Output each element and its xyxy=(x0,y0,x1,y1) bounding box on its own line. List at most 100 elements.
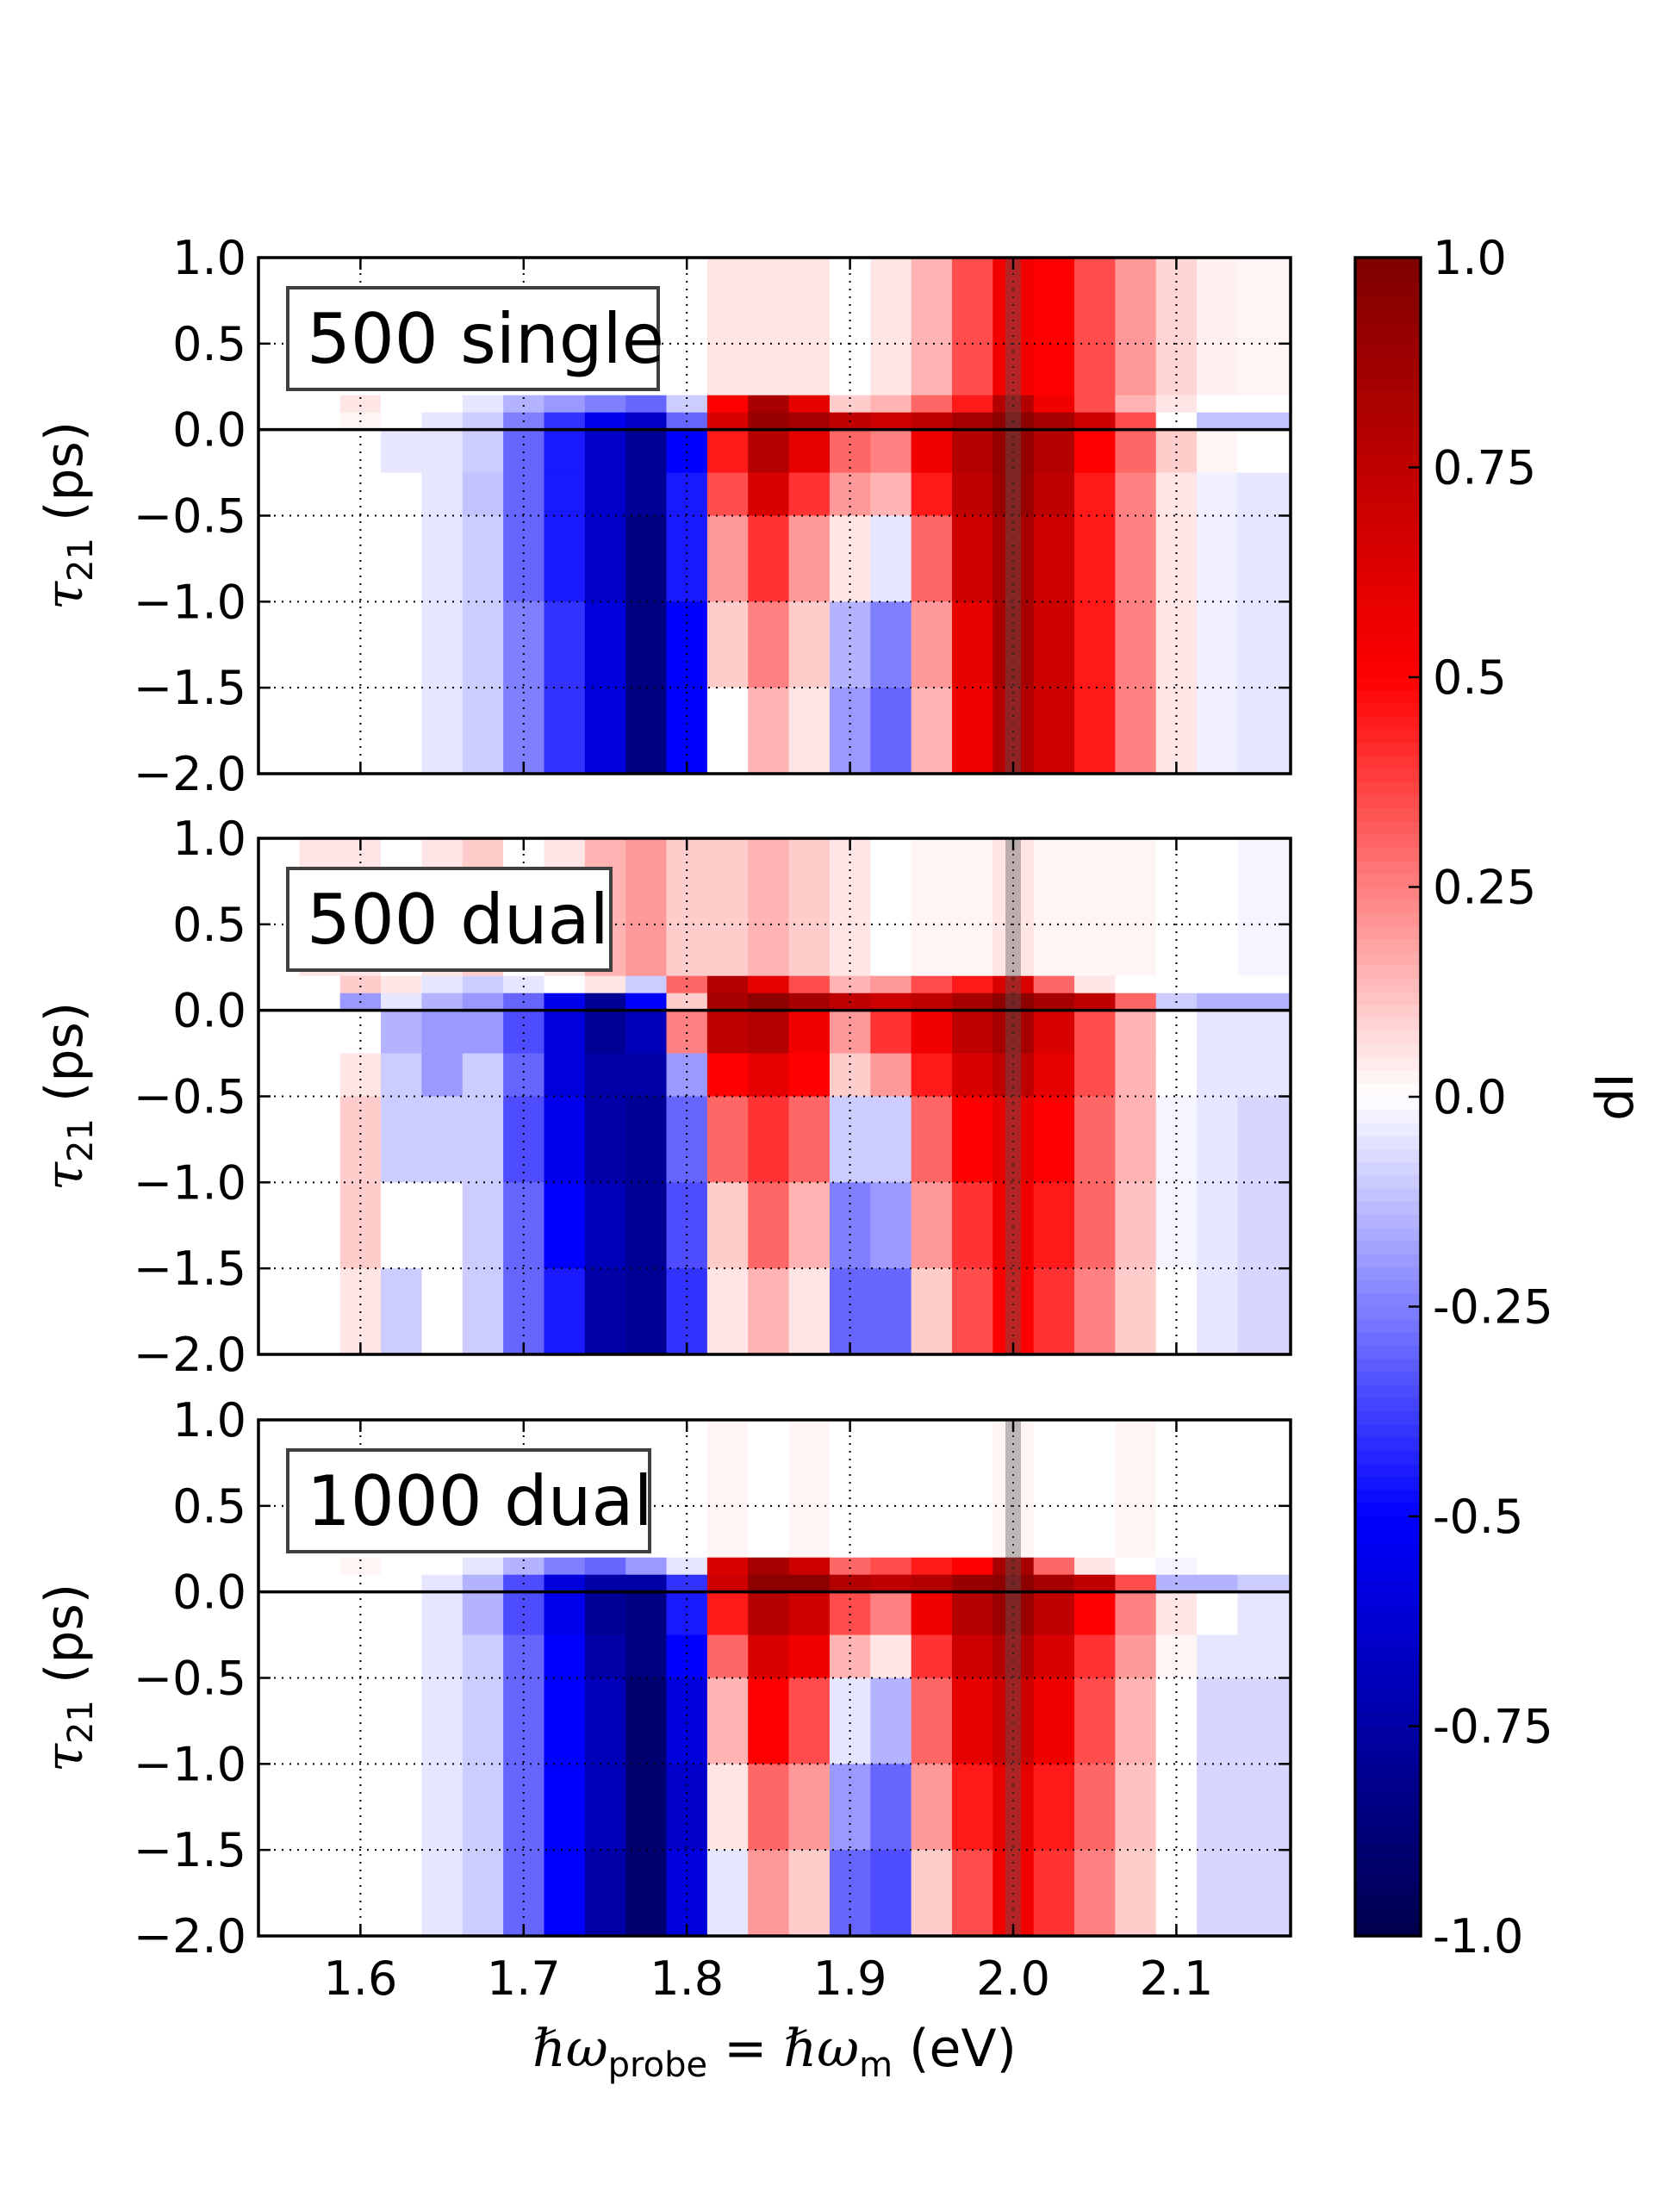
heatmap-cell xyxy=(829,1182,871,1269)
heatmap-cell xyxy=(421,472,464,517)
heatmap-cell xyxy=(911,1634,953,1679)
heatmap-cell xyxy=(462,429,504,474)
heatmap-cell xyxy=(544,1268,586,1355)
heatmap-cell xyxy=(258,472,300,517)
heatmap-cell xyxy=(1074,1850,1116,1937)
colorbar-segment xyxy=(1355,834,1421,849)
heatmap-cell xyxy=(1197,258,1239,396)
heatmap-cell xyxy=(1115,1850,1157,1937)
colorbar-segment xyxy=(1355,1634,1421,1648)
heatmap-cell xyxy=(748,472,790,517)
heatmap-cell xyxy=(911,838,953,977)
colorbar-segment xyxy=(1355,1148,1421,1163)
colorbar-segment xyxy=(1355,1686,1421,1701)
heatmap-cell xyxy=(625,1764,668,1851)
heatmap-cell xyxy=(1074,1268,1116,1355)
heatmap-cell xyxy=(1155,258,1198,396)
heatmap-cell xyxy=(625,395,668,414)
y-tick-label: 1.0 xyxy=(172,231,246,285)
heatmap-cell xyxy=(462,1268,504,1355)
heatmap-cell xyxy=(870,975,912,994)
colorbar-segment xyxy=(1355,1791,1421,1806)
heatmap-cell xyxy=(258,1850,300,1937)
heatmap-cell xyxy=(625,601,668,688)
colorbar-segment xyxy=(1355,1503,1421,1517)
heatmap-cell xyxy=(748,258,790,396)
y-label-symbol: τ xyxy=(34,581,95,610)
heatmap-cell xyxy=(258,975,300,994)
heatmap-cell xyxy=(911,429,953,474)
heatmap-cell xyxy=(421,688,464,775)
heatmap-cell xyxy=(381,1850,423,1937)
colorbar-segment xyxy=(1355,1214,1421,1229)
heatmap-cell xyxy=(1197,975,1239,994)
heatmap-cell xyxy=(1197,1850,1239,1937)
colorbar-segment xyxy=(1355,952,1421,967)
heatmap-cell xyxy=(503,1677,545,1764)
heatmap-cell xyxy=(788,1764,831,1851)
heatmap-cell xyxy=(1155,838,1198,977)
heatmap-cell xyxy=(625,472,668,517)
heatmap-cell xyxy=(1237,975,1291,994)
heatmap-cell xyxy=(1197,993,1239,1011)
x-label-hbar: ℏω xyxy=(532,2019,608,2079)
colorbar-segment xyxy=(1355,847,1421,862)
heatmap-cell xyxy=(951,838,993,977)
heatmap-cell xyxy=(1074,688,1116,775)
heatmap-cell xyxy=(584,429,626,474)
heatmap-cell xyxy=(992,975,1035,994)
y-tick-label: −0.5 xyxy=(134,1652,246,1706)
colorbar-segment xyxy=(1355,532,1421,547)
heatmap-cell xyxy=(299,601,341,688)
heatmap-cell xyxy=(421,395,464,414)
heatmap-cell xyxy=(748,688,790,775)
heatmap-cell xyxy=(706,601,749,688)
heatmap-cell xyxy=(870,838,912,977)
colorbar-segment xyxy=(1355,520,1421,534)
heatmap-cell xyxy=(503,395,545,414)
y-tick-label: 0.5 xyxy=(172,317,246,371)
heatmap-cell xyxy=(1074,1591,1116,1636)
x-label-subscript: probe xyxy=(608,2045,707,2085)
heatmap-cell xyxy=(1237,1591,1291,1636)
heatmap-cell xyxy=(748,1268,790,1355)
heatmap-cell xyxy=(299,1677,341,1764)
heatmap-cell xyxy=(1197,1634,1239,1679)
heatmap-cell xyxy=(1033,412,1075,431)
colorbar-segment xyxy=(1355,283,1421,298)
heatmap-cell xyxy=(870,395,912,414)
marker-band xyxy=(1005,258,1022,774)
heatmap-cell xyxy=(1237,688,1291,775)
heatmap-cell xyxy=(258,1010,300,1055)
colorbar-segment xyxy=(1355,1030,1421,1045)
heatmap-cell xyxy=(339,515,382,602)
heatmap-cell xyxy=(788,515,831,602)
heatmap-cell xyxy=(911,1764,953,1851)
heatmap-cell xyxy=(584,1764,626,1851)
heatmap-cell xyxy=(1033,1010,1075,1055)
heatmap-cell xyxy=(421,1677,464,1764)
heatmap-cell xyxy=(421,429,464,474)
heatmap-cell xyxy=(584,975,626,994)
heatmap-cell xyxy=(1237,1764,1291,1851)
heatmap-cell xyxy=(381,412,423,431)
heatmap-cell xyxy=(1237,1677,1291,1764)
colorbar-segment xyxy=(1355,1726,1421,1740)
heatmap-cell xyxy=(1237,1850,1291,1937)
heatmap-cell xyxy=(1033,1182,1075,1269)
colorbar-segment xyxy=(1355,690,1421,705)
heatmap-cell xyxy=(748,1850,790,1937)
heatmap-cell xyxy=(258,1268,300,1355)
heatmap-cell xyxy=(911,1420,953,1559)
x-tick-label: 1.7 xyxy=(487,1951,561,2006)
heatmap-cell xyxy=(870,993,912,1011)
heatmap-cell xyxy=(1074,258,1116,396)
heatmap-cell xyxy=(462,1182,504,1269)
heatmap-cell xyxy=(299,1268,341,1355)
heatmap-cell xyxy=(911,993,953,1011)
y-tick-label: −1.5 xyxy=(134,1823,246,1877)
y-label-symbol: τ xyxy=(34,1743,95,1772)
heatmap-cell xyxy=(666,1764,708,1851)
heatmap-cell xyxy=(1074,1574,1116,1593)
